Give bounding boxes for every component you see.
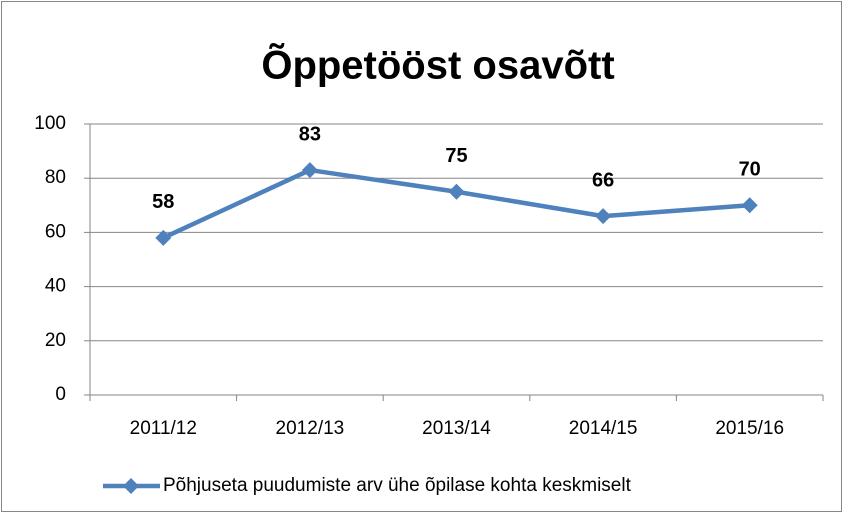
y-tick-label: 0: [55, 384, 66, 405]
data-point: [301, 162, 318, 179]
chart-title: Õppetööst osavõtt: [261, 42, 614, 88]
data-point: [448, 183, 465, 200]
data-label: 66: [592, 169, 614, 191]
x-tick-label: 2011/12: [130, 418, 197, 439]
data-label: 83: [299, 123, 321, 145]
y-tick-label: 40: [45, 276, 66, 297]
legend-marker: [123, 478, 139, 494]
y-tick-label: 80: [45, 167, 66, 188]
data-label: 70: [739, 159, 761, 181]
data-label: 75: [445, 145, 467, 167]
y-tick-label: 20: [45, 330, 66, 351]
legend-label: Põhjuseta puudumiste arv ühe õpilase koh…: [163, 475, 632, 496]
x-tick-label: 2012/13: [276, 418, 345, 439]
y-tick-label: 60: [45, 221, 66, 242]
data-label: 58: [152, 191, 174, 213]
x-tick-label: 2014/15: [569, 418, 638, 439]
data-point: [155, 229, 172, 246]
x-tick-label: 2013/14: [422, 418, 491, 439]
data-point: [741, 197, 758, 214]
y-tick-label: 100: [34, 113, 66, 134]
x-tick-label: 2015/16: [715, 418, 784, 439]
data-point: [595, 208, 612, 225]
